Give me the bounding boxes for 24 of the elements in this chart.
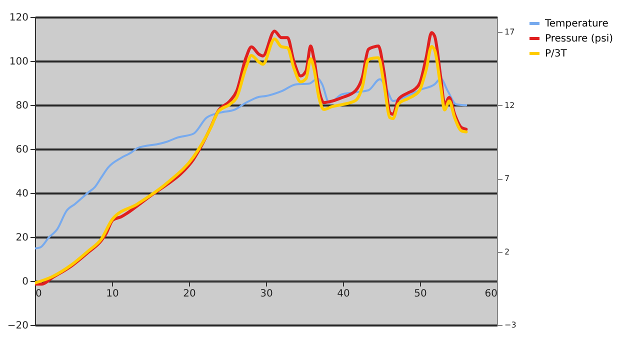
y-tick-label: 40 [16, 188, 28, 200]
y-tick-label: 20 [16, 232, 28, 244]
y-tick-label: −20 [7, 320, 28, 332]
y-tick-label: 100 [9, 56, 28, 68]
x-tick-label: 60 [484, 288, 498, 300]
x-tick-label: 50 [414, 288, 427, 300]
x-tick-label: 20 [183, 288, 196, 300]
legend-label: Temperature [544, 18, 608, 30]
x-tick-label: 30 [260, 288, 273, 300]
x-tick-label: 0 [36, 288, 42, 300]
y-tick-label: 120 [9, 12, 28, 24]
y-tick-label: 60 [16, 144, 28, 156]
line-series [35, 78, 468, 250]
y-tick-label: 80 [16, 100, 28, 112]
legend-label: Pressure (psi) [545, 34, 614, 44]
y-tick-label: 0 [22, 276, 28, 288]
y2-tick-label: 12 [504, 100, 515, 110]
x-tick-label: 10 [106, 288, 119, 300]
x-tick-label: 40 [337, 288, 350, 300]
y2-tick-label: −3 [504, 320, 516, 330]
y2-tick-label: 17 [504, 28, 515, 37]
y2-tick-label: 7 [504, 174, 510, 184]
y2-tick-label: 2 [504, 247, 510, 256]
legend-label: P/3T [545, 48, 568, 60]
